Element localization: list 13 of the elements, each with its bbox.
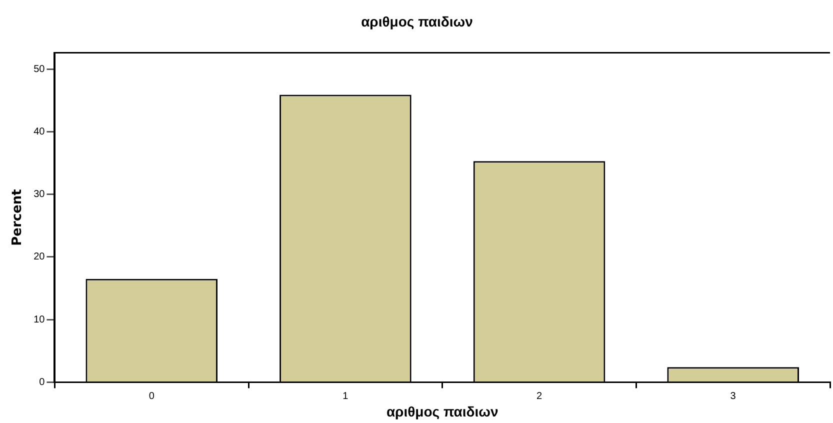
x-tick-label: 3 — [730, 390, 736, 402]
y-tick-label: 10 — [34, 314, 46, 326]
y-tick-label: 40 — [34, 126, 46, 138]
y-tick-label: 50 — [34, 64, 46, 75]
y-tick-label: 0 — [39, 376, 46, 388]
chart-title: αριθμος παιδιων — [361, 13, 474, 30]
x-tick-label: 2 — [536, 390, 542, 402]
x-tick-label: 1 — [342, 390, 349, 402]
y-tick-label: 30 — [34, 189, 46, 200]
y-tick-label: 20 — [34, 252, 46, 263]
y-axis-title: Percent — [10, 189, 26, 246]
x-axis-title: αριθμος παιδιων — [386, 403, 498, 420]
x-tick-label: 0 — [148, 390, 155, 402]
